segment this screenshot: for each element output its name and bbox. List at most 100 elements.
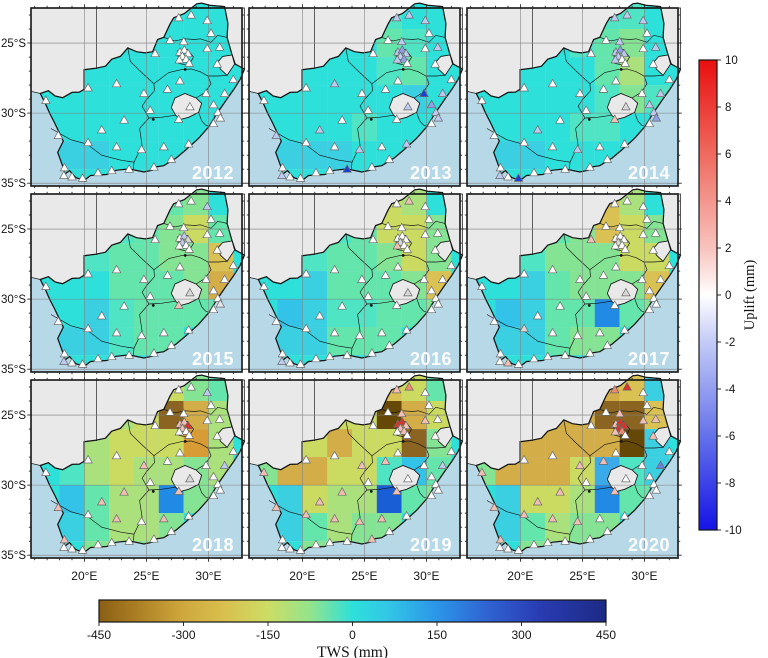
province-border (486, 314, 571, 355)
tws-cell (277, 327, 303, 356)
tws-cell (495, 141, 521, 170)
province-border (371, 254, 430, 285)
uplift-station-triangle (426, 471, 437, 481)
dam-marker (401, 440, 405, 443)
uplift-colorbar-tick-label: -8 (725, 478, 735, 490)
province-border (359, 269, 373, 305)
uplift-station-triangle (311, 167, 321, 177)
uplift-station-triangle (175, 75, 185, 85)
province-border (381, 406, 446, 415)
uplift-station-triangle (547, 78, 558, 88)
tws-colorbar-tick-label: -150 (256, 628, 280, 642)
eswatini-area (653, 426, 672, 448)
province-border (425, 260, 446, 263)
uplift-station-triangle (202, 229, 213, 239)
map-panel-2014: 2014 (463, 2, 682, 190)
uplift-station-triangle (158, 141, 169, 151)
uplift-station-triangle (215, 112, 226, 122)
eswatini-area (217, 240, 236, 262)
uplift-station-triangle (185, 287, 195, 297)
uplift-station-triangle (547, 450, 558, 460)
uplift-station-triangle (585, 348, 595, 357)
y-axis-tick-label: 35°S (1, 178, 26, 190)
uplift-station-triangle (644, 490, 655, 500)
uplift-station-triangle (648, 293, 659, 302)
uplift-station-triangle (437, 88, 448, 97)
uplift-station-triangle (214, 228, 225, 237)
uplift-station-triangle (614, 36, 625, 46)
uplift-station-triangle (477, 281, 487, 290)
uplift-station-triangle (67, 171, 77, 181)
uplift-station-triangle (354, 144, 365, 154)
uplift-station-triangle (202, 201, 213, 211)
uplift-colorbar-tick-label: -2 (725, 337, 735, 349)
uplift-station-triangle (376, 141, 387, 151)
tws-cell (545, 141, 570, 170)
uplift-station-triangle (324, 537, 335, 547)
uplift-station-triangle (644, 99, 655, 109)
uplift-station-triangle (329, 450, 340, 460)
uplift-station-triangle (314, 496, 325, 506)
year-label: 2019 (410, 535, 452, 555)
uplift-station-triangle (311, 353, 321, 363)
uplift-station-triangle (609, 384, 620, 394)
dam-marker (619, 68, 623, 71)
uplift-station-triangle (542, 351, 553, 361)
uplift-station-triangle (601, 407, 611, 416)
uplift-station-triangle (201, 460, 211, 469)
uplift-station-triangle (642, 400, 652, 409)
tws-cell (183, 375, 209, 401)
x-axis-tick-label: 30°E (195, 569, 221, 583)
province-border (351, 303, 368, 349)
uplift-station-triangle (124, 350, 134, 359)
uplift-station-triangle (179, 44, 190, 54)
tws-cell (302, 299, 328, 328)
uplift-station-triangle (650, 42, 661, 51)
uplift-station-triangle (301, 454, 311, 464)
uplift-station-triangle (173, 300, 184, 309)
uplift-station-triangle (638, 387, 649, 397)
uplift-station-triangle (433, 112, 444, 122)
uplift-station-triangle (206, 400, 216, 409)
tws-cell (59, 141, 85, 170)
uplift-station-triangle (622, 9, 632, 19)
uplift-station-triangle (620, 58, 631, 67)
province-border (599, 220, 664, 229)
uplift-station-triangle (594, 141, 605, 151)
uplift-station-triangle (513, 173, 524, 182)
province-border (486, 500, 571, 541)
uplift-station-triangle (150, 48, 160, 58)
tws-cell (327, 243, 352, 272)
uplift-colorbar-gradient (698, 59, 718, 531)
uplift-station-triangle (620, 244, 631, 253)
uplift-station-triangle (619, 510, 630, 520)
tws-cell (84, 485, 110, 514)
dam-marker (587, 304, 591, 307)
uplift-station-triangle (495, 348, 506, 358)
province-border (141, 83, 155, 119)
south-africa-outline (257, 2, 464, 182)
uplift-station-triangle (384, 154, 395, 163)
uplift-station-triangle (212, 59, 223, 68)
province-border (589, 68, 648, 99)
province-border (163, 34, 228, 43)
tws-cell (545, 327, 570, 356)
station-markers (477, 381, 675, 554)
uplift-station-triangle (285, 357, 295, 367)
uplift-station-triangle (529, 353, 539, 363)
uplift-station-triangle (437, 460, 448, 469)
tws-cell (109, 113, 134, 142)
uplift-station-triangle (212, 431, 223, 440)
uplift-station-triangle (259, 467, 269, 476)
uplift-station-triangle (150, 234, 160, 244)
province-border (148, 300, 176, 305)
uplift-station-triangle (383, 35, 393, 44)
tws-cell (327, 57, 352, 86)
province-border (563, 419, 591, 456)
uplift-station-triangle (166, 526, 177, 535)
south-africa-outline (257, 374, 464, 554)
uplift-station-triangle (59, 348, 70, 358)
uplift-station-triangle (384, 526, 395, 535)
uplift-station-triangle (420, 415, 431, 425)
